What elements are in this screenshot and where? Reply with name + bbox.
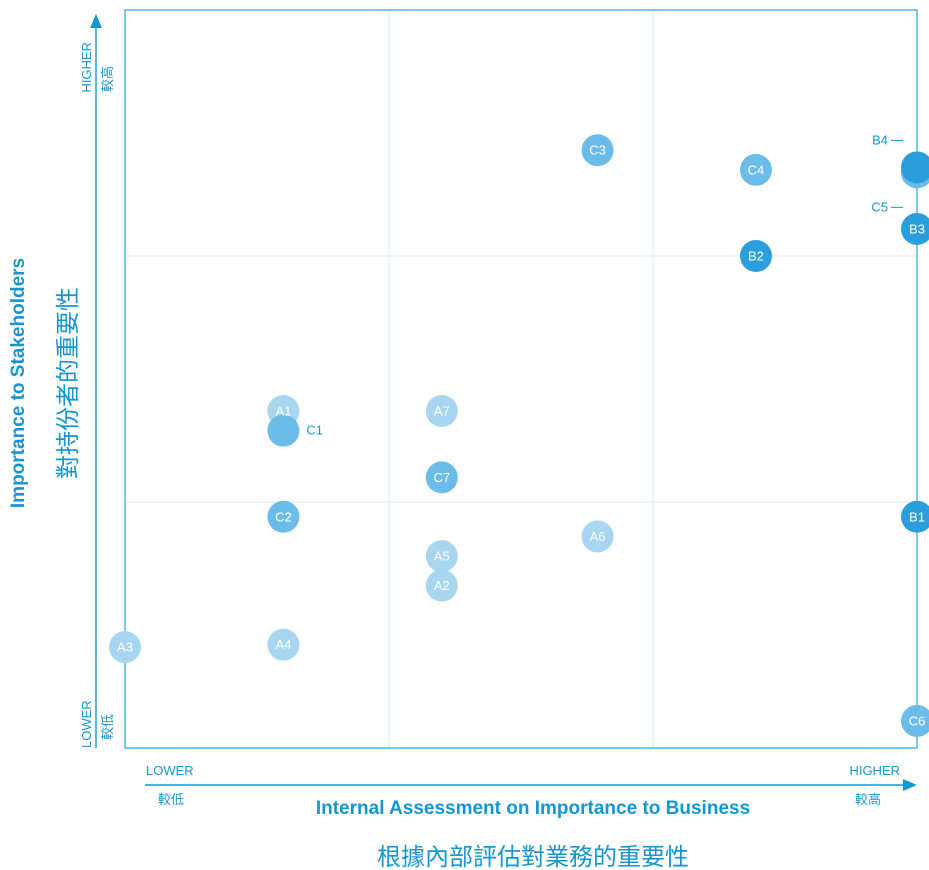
x-axis-low-label: LOWER <box>146 763 194 778</box>
plot-grid <box>125 10 917 748</box>
point-label-c6: C6 <box>909 713 926 728</box>
point-label-a5: A5 <box>434 549 450 564</box>
point-a3 <box>109 631 141 664</box>
point-label-b3: B3 <box>909 221 925 236</box>
point-a7 <box>425 394 458 427</box>
point-label-a6: A6 <box>590 529 606 544</box>
point-label-a2: A2 <box>434 578 450 593</box>
point-b1 <box>901 500 929 533</box>
point-a4 <box>267 628 300 661</box>
y-axis-high-label: HIGHER <box>79 42 94 93</box>
point-b2 <box>739 240 772 272</box>
point-label-a4: A4 <box>275 637 291 652</box>
point-label-b2: B2 <box>748 249 764 264</box>
y-axis-high-label-zh: 較高 <box>100 66 115 92</box>
y-axis-title-zh: 對持份者的重要性 <box>55 287 82 479</box>
data-points: A1 A2 A3 A4 A5 A6 A7 C1 C2 C3 C4 C5 C6 C7 B1 B2 B3 B4 <box>109 132 929 737</box>
y-axis-low-label: LOWER <box>79 700 94 748</box>
point-label-c3: C3 <box>589 143 606 158</box>
point-c3 <box>581 134 614 167</box>
x-axis-arrowhead <box>903 779 917 791</box>
point-c6 <box>901 704 929 737</box>
point-b3 <box>901 212 929 245</box>
y-axis-low-label-zh: 較低 <box>100 714 115 740</box>
point-a6 <box>581 520 614 553</box>
point-label-b1: B1 <box>909 509 925 524</box>
y-axis-title: Importance to Stakeholders <box>8 258 29 508</box>
point-a5 <box>425 540 458 573</box>
point-label-a1: A1 <box>275 403 291 418</box>
x-axis-low-label-zh: 較低 <box>158 792 184 807</box>
point-label-c5: C5 <box>871 199 888 214</box>
point-c4 <box>739 153 772 186</box>
x-axis-title: Internal Assessment on Importance to Bus… <box>316 798 750 819</box>
point-label-a7: A7 <box>434 403 450 418</box>
plot-frame <box>124 9 918 749</box>
point-label-a3: A3 <box>117 640 133 655</box>
point-label-c4: C4 <box>748 162 765 177</box>
x-axis-title-zh: 根據內部評估對業務的重要性 <box>377 844 689 870</box>
point-label-b4: B4 <box>872 132 888 147</box>
point-label-c2: C2 <box>275 509 292 524</box>
point-a2 <box>425 569 458 602</box>
x-axis-high-label: HIGHER <box>849 763 900 778</box>
point-c7 <box>425 461 458 494</box>
point-b4 <box>901 151 929 184</box>
point-label-c7: C7 <box>433 470 450 485</box>
x-axis-high-label-zh: 較高 <box>855 792 881 807</box>
point-c1 <box>267 414 300 447</box>
point-c2 <box>267 500 300 533</box>
y-axis-arrowhead <box>90 14 102 28</box>
point-label-c1: C1 <box>306 423 323 438</box>
